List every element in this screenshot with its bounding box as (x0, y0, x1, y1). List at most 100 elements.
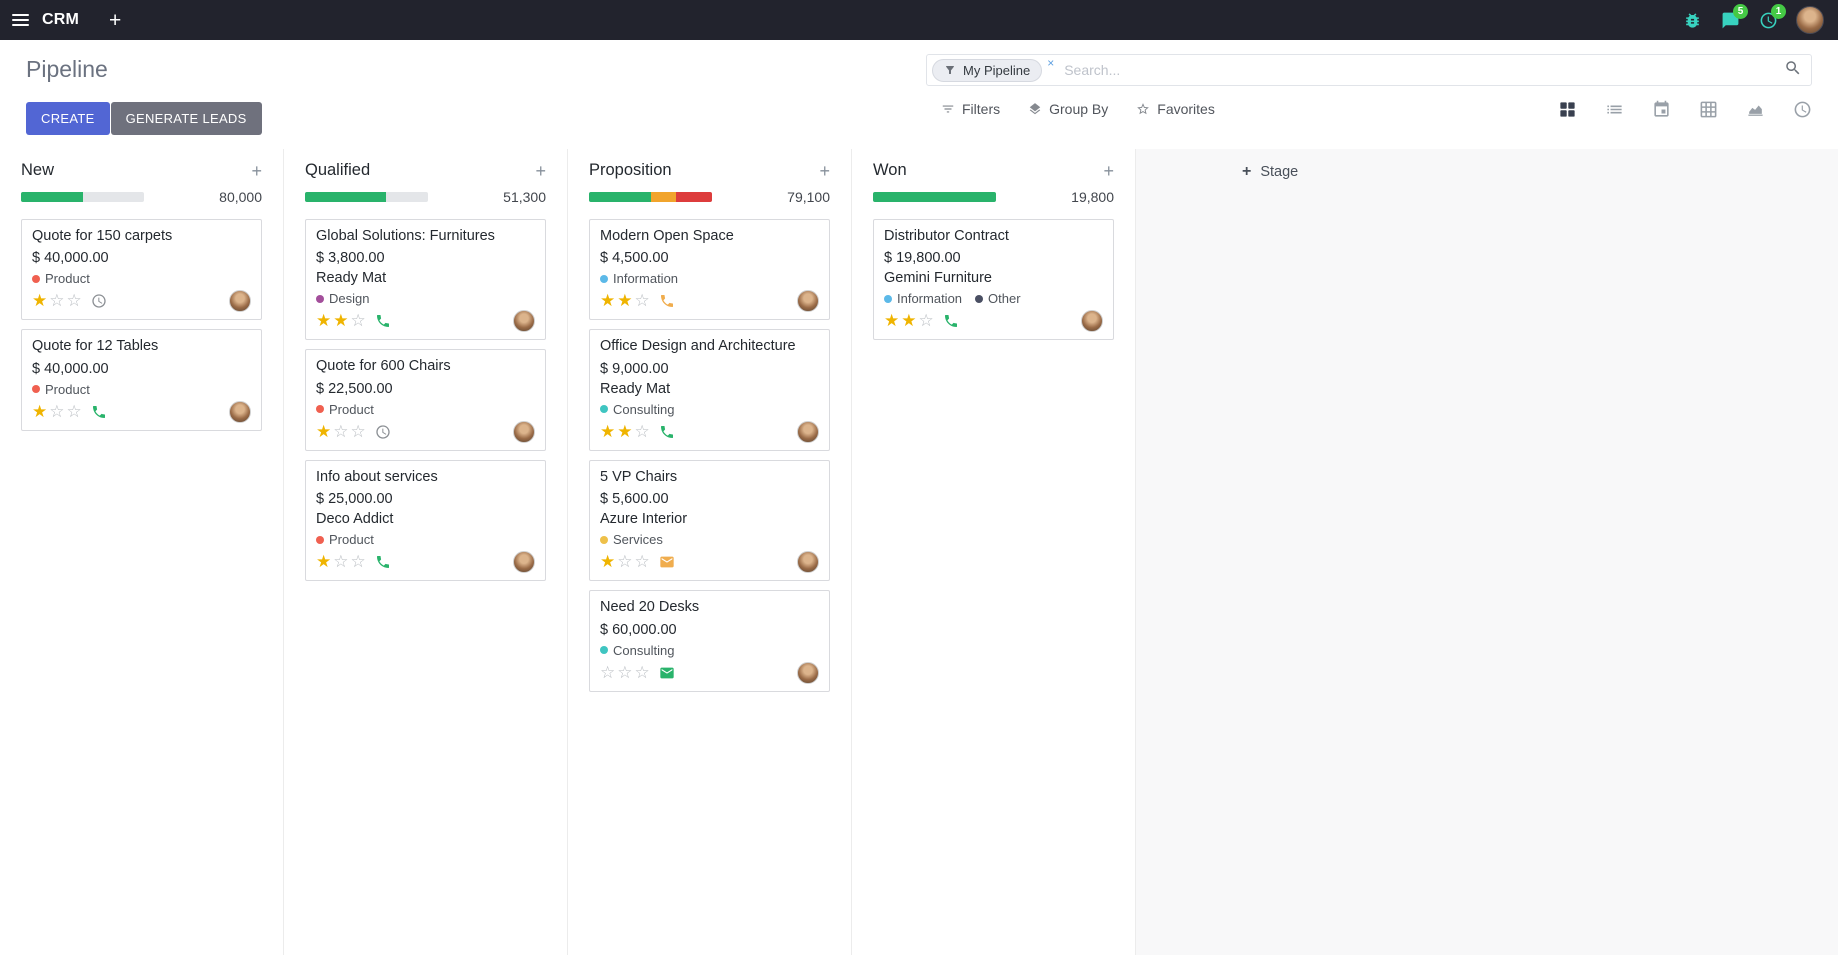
tag-consulting[interactable]: Consulting (600, 643, 674, 658)
priority-star-empty[interactable]: ☆ (918, 311, 934, 331)
tag-product[interactable]: Product (316, 402, 374, 417)
list-view-button[interactable] (1604, 99, 1624, 119)
priority-star-filled[interactable]: ★ (333, 311, 349, 331)
calendar-view-button[interactable] (1651, 99, 1671, 119)
priority-star-filled[interactable]: ★ (901, 311, 917, 331)
activity-phone-icon[interactable] (943, 313, 959, 329)
activity-phone-icon[interactable] (375, 554, 391, 570)
column-progressbar[interactable] (21, 192, 144, 202)
tag-information[interactable]: Information (884, 291, 962, 306)
kanban-card[interactable]: Need 20 Desks $ 60,000.00 Consulting ☆ ☆ ☆ (589, 590, 830, 692)
kanban-card[interactable]: 5 VP Chairs $ 5,600.00 Azure Interior Servi… (589, 459, 830, 582)
priority-star-empty[interactable]: ☆ (617, 552, 633, 572)
add-stage-button[interactable]: + Stage (1242, 164, 1298, 181)
priority-star-filled[interactable]: ★ (316, 421, 332, 441)
kanban-card[interactable]: Office Design and Architecture $ 9,000.00… (589, 329, 830, 451)
priority-star-empty[interactable]: ☆ (617, 662, 633, 682)
priority-star-filled[interactable]: ★ (884, 311, 900, 331)
priority-star-empty[interactable]: ☆ (600, 662, 616, 682)
kanban-card[interactable]: Quote for 12 Tables $ 40,000.00 Product ★ ☆ ☆ (21, 329, 262, 431)
activity-view-button[interactable] (1792, 99, 1812, 119)
salesperson-avatar[interactable] (229, 290, 251, 313)
add-record-icon[interactable]: + (819, 160, 830, 181)
kanban-card[interactable]: Quote for 150 carpets $ 40,000.00 Product ★… (21, 219, 262, 321)
priority-star-empty[interactable]: ☆ (634, 662, 650, 682)
generate-leads-button[interactable]: GENERATE LEADS (110, 102, 262, 135)
create-button[interactable]: CREATE (26, 102, 110, 135)
tag-consulting[interactable]: Consulting (600, 402, 674, 417)
priority-star-empty[interactable]: ☆ (350, 421, 366, 441)
priority-star-filled[interactable]: ★ (32, 291, 48, 311)
search-facet-my-pipeline[interactable]: My Pipeline (932, 58, 1043, 82)
add-record-icon[interactable]: + (251, 160, 262, 181)
tag-information[interactable]: Information (600, 271, 678, 286)
remove-facet-icon[interactable]: × (1047, 56, 1055, 70)
activity-clock-icon[interactable] (91, 293, 107, 309)
priority-star-empty[interactable]: ☆ (634, 421, 650, 441)
column-progressbar[interactable] (305, 192, 428, 202)
priority-star-empty[interactable]: ☆ (634, 291, 650, 311)
tag-design[interactable]: Design (316, 291, 369, 306)
priority-star-empty[interactable]: ☆ (634, 552, 650, 572)
group-by-menu[interactable]: Group By (1028, 101, 1108, 117)
tag-product[interactable]: Product (32, 382, 90, 397)
activity-phone-icon[interactable] (375, 313, 391, 329)
priority-star-empty[interactable]: ☆ (49, 401, 65, 421)
salesperson-avatar[interactable] (797, 290, 819, 313)
app-name[interactable]: CRM (42, 11, 80, 28)
column-progressbar[interactable] (873, 192, 996, 202)
tag-services[interactable]: Services (600, 532, 663, 547)
activity-phone-icon[interactable] (91, 404, 107, 420)
apps-menu-icon[interactable] (12, 11, 29, 29)
priority-star-empty[interactable]: ☆ (66, 401, 82, 421)
kanban-card[interactable]: Global Solutions: Furnitures $ 3,800.00 Re… (305, 219, 546, 341)
priority-star-filled[interactable]: ★ (32, 401, 48, 421)
salesperson-avatar[interactable] (513, 551, 535, 574)
search-bar[interactable]: My Pipeline × (926, 54, 1812, 86)
search-icon[interactable] (1784, 59, 1802, 82)
kanban-card[interactable]: Modern Open Space $ 4,500.00 Information ★ ★… (589, 219, 830, 321)
activity-mail-icon[interactable] (659, 665, 675, 681)
priority-star-empty[interactable]: ☆ (333, 421, 349, 441)
priority-star-empty[interactable]: ☆ (49, 291, 65, 311)
filters-menu[interactable]: Filters (941, 101, 1000, 117)
debug-bug-icon[interactable] (1682, 10, 1702, 30)
add-record-icon[interactable]: + (1103, 160, 1114, 181)
priority-star-filled[interactable]: ★ (600, 552, 616, 572)
user-avatar[interactable] (1796, 6, 1824, 34)
priority-star-filled[interactable]: ★ (600, 291, 616, 311)
salesperson-avatar[interactable] (797, 420, 819, 443)
activities-clock-icon[interactable]: 1 (1758, 4, 1786, 30)
tag-product[interactable]: Product (32, 271, 90, 286)
activity-clock-icon[interactable] (375, 424, 391, 440)
favorites-menu[interactable]: Favorites (1136, 101, 1215, 117)
priority-star-empty[interactable]: ☆ (66, 291, 82, 311)
salesperson-avatar[interactable] (229, 400, 251, 423)
column-progressbar[interactable] (589, 192, 712, 202)
activity-mail-icon[interactable] (659, 554, 675, 570)
tag-other[interactable]: Other (975, 291, 1021, 306)
salesperson-avatar[interactable] (1081, 310, 1103, 333)
kanban-card[interactable]: Quote for 600 Chairs $ 22,500.00 Product ★ ☆… (305, 349, 546, 451)
priority-star-filled[interactable]: ★ (617, 291, 633, 311)
salesperson-avatar[interactable] (797, 661, 819, 684)
activity-phone-icon[interactable] (659, 424, 675, 440)
activity-phone-icon[interactable] (659, 293, 675, 309)
priority-star-filled[interactable]: ★ (617, 421, 633, 441)
salesperson-avatar[interactable] (513, 310, 535, 333)
messages-icon[interactable]: 5 (1720, 4, 1748, 30)
priority-star-filled[interactable]: ★ (600, 421, 616, 441)
search-input[interactable] (1064, 62, 1784, 78)
graph-view-button[interactable] (1745, 99, 1765, 119)
kanban-view-button[interactable] (1557, 99, 1577, 119)
priority-star-empty[interactable]: ☆ (350, 552, 366, 572)
pivot-view-button[interactable] (1698, 99, 1718, 119)
plus-icon[interactable]: + (109, 8, 122, 32)
priority-star-empty[interactable]: ☆ (333, 552, 349, 572)
kanban-card[interactable]: Distributor Contract $ 19,800.00 Gemini Fu… (873, 219, 1114, 341)
priority-star-filled[interactable]: ★ (316, 311, 332, 331)
salesperson-avatar[interactable] (513, 420, 535, 443)
tag-product[interactable]: Product (316, 532, 374, 547)
priority-star-empty[interactable]: ☆ (350, 311, 366, 331)
salesperson-avatar[interactable] (797, 551, 819, 574)
